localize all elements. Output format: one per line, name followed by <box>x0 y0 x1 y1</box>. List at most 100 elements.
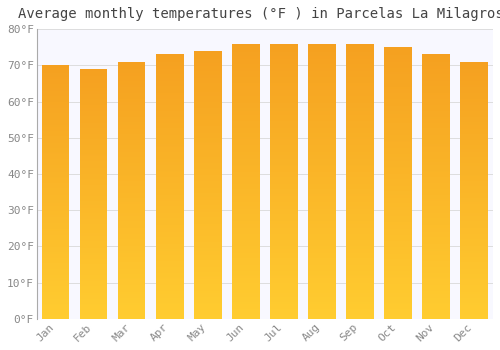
Bar <box>42 129 70 130</box>
Bar <box>232 121 260 122</box>
Bar <box>422 61 450 62</box>
Bar <box>156 236 184 237</box>
Bar <box>346 165 374 166</box>
Bar <box>384 54 411 55</box>
Bar <box>42 305 70 306</box>
Bar <box>460 212 487 214</box>
Bar <box>308 60 336 62</box>
Bar <box>308 105 336 107</box>
Bar <box>194 104 222 106</box>
Bar <box>422 224 450 225</box>
Bar <box>118 184 146 185</box>
Bar <box>42 97 70 98</box>
Bar <box>422 154 450 155</box>
Bar <box>422 247 450 249</box>
Bar <box>194 74 222 75</box>
Bar <box>118 228 146 229</box>
Bar <box>308 129 336 130</box>
Bar <box>232 282 260 283</box>
Bar <box>156 250 184 251</box>
Bar <box>422 195 450 196</box>
Bar <box>346 238 374 239</box>
Bar <box>384 316 411 317</box>
Bar <box>346 194 374 195</box>
Bar <box>422 303 450 304</box>
Bar <box>384 195 411 197</box>
Bar <box>460 149 487 150</box>
Bar <box>156 73 184 74</box>
Bar <box>194 122 222 123</box>
Bar <box>42 299 70 300</box>
Bar <box>460 238 487 239</box>
Bar <box>346 187 374 188</box>
Bar <box>346 272 374 273</box>
Bar <box>270 82 297 83</box>
Bar <box>270 243 297 245</box>
Bar <box>308 239 336 240</box>
Bar <box>308 75 336 77</box>
Bar <box>384 260 411 262</box>
Bar <box>118 100 146 102</box>
Bar <box>270 62 297 63</box>
Bar <box>422 159 450 160</box>
Bar <box>308 216 336 217</box>
Bar <box>232 90 260 92</box>
Bar <box>422 138 450 139</box>
Bar <box>346 297 374 298</box>
Bar <box>346 315 374 316</box>
Bar <box>460 140 487 141</box>
Bar <box>460 296 487 297</box>
Bar <box>346 55 374 56</box>
Bar <box>384 211 411 213</box>
Bar <box>384 99 411 100</box>
Bar <box>156 241 184 242</box>
Bar <box>156 54 184 56</box>
Bar <box>156 253 184 254</box>
Bar <box>80 313 108 314</box>
Bar <box>308 191 336 192</box>
Bar <box>118 273 146 274</box>
Bar <box>346 133 374 134</box>
Bar <box>308 262 336 264</box>
Bar <box>232 148 260 149</box>
Bar <box>460 113 487 114</box>
Bar <box>384 187 411 188</box>
Bar <box>460 198 487 199</box>
Bar <box>80 196 108 198</box>
Bar <box>232 194 260 195</box>
Bar <box>156 94 184 96</box>
Bar <box>346 72 374 74</box>
Bar <box>42 74 70 76</box>
Bar <box>384 107 411 108</box>
Bar <box>308 149 336 151</box>
Bar <box>384 58 411 60</box>
Bar <box>232 176 260 177</box>
Bar <box>194 154 222 155</box>
Bar <box>80 226 108 228</box>
Bar <box>308 86 336 88</box>
Bar <box>384 122 411 123</box>
Bar <box>232 96 260 97</box>
Bar <box>346 195 374 196</box>
Bar <box>460 229 487 230</box>
Bar <box>80 294 108 295</box>
Bar <box>118 68 146 69</box>
Bar <box>308 308 336 309</box>
Bar <box>346 227 374 228</box>
Bar <box>346 213 374 214</box>
Bar <box>270 104 297 105</box>
Bar <box>270 108 297 110</box>
Bar <box>118 64 146 65</box>
Bar <box>194 111 222 112</box>
Bar <box>422 106 450 107</box>
Bar <box>270 293 297 294</box>
Bar <box>422 88 450 89</box>
Bar <box>460 282 487 283</box>
Bar <box>384 157 411 159</box>
Bar <box>232 114 260 115</box>
Bar <box>270 99 297 100</box>
Bar <box>308 46 336 48</box>
Bar <box>42 101 70 102</box>
Bar <box>80 280 108 281</box>
Bar <box>42 249 70 250</box>
